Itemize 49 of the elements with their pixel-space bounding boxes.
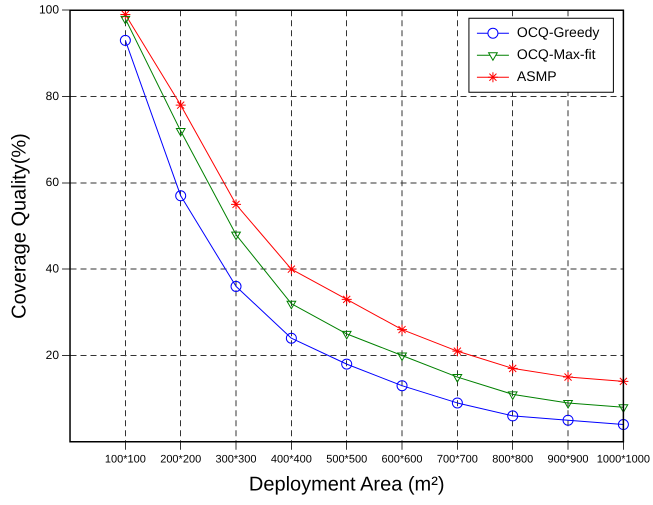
x-tick-label: 700*700 bbox=[436, 453, 478, 466]
x-tick-label: 200*200 bbox=[160, 453, 202, 466]
point bbox=[120, 16, 130, 24]
x-axis-title: Deployment Area (m²) bbox=[248, 474, 445, 496]
y-axis-title: Coverage Quality(%) bbox=[8, 133, 31, 319]
x-tick-label: 600*600 bbox=[382, 453, 423, 466]
point bbox=[452, 397, 463, 408]
y-tick-label: 40 bbox=[46, 261, 60, 276]
y-tick-label: 100 bbox=[38, 2, 60, 17]
point bbox=[286, 332, 297, 344]
y-tick-label: 20 bbox=[46, 348, 60, 362]
point bbox=[120, 34, 131, 46]
x-tick-label: 500*500 bbox=[326, 453, 368, 466]
point bbox=[563, 400, 573, 408]
point bbox=[286, 300, 296, 310]
x-tick-label: 300*300 bbox=[216, 453, 257, 466]
x-tick-label: 800*800 bbox=[492, 453, 534, 466]
x-tick-label: 900*900 bbox=[548, 453, 589, 466]
point bbox=[176, 128, 186, 137]
point bbox=[507, 410, 518, 422]
point bbox=[452, 346, 463, 357]
point bbox=[618, 419, 629, 430]
point bbox=[230, 198, 242, 210]
y-tick-label: 60 bbox=[46, 175, 60, 190]
point bbox=[508, 391, 518, 400]
point bbox=[618, 404, 628, 413]
point bbox=[342, 330, 352, 340]
point bbox=[286, 264, 297, 275]
x-tick-label: 400*400 bbox=[270, 453, 312, 466]
legend-label: OCQ-Max-fit bbox=[516, 46, 596, 62]
legend-label: ASMP bbox=[516, 68, 557, 84]
point bbox=[341, 294, 352, 305]
point bbox=[618, 376, 629, 387]
point bbox=[397, 352, 407, 361]
point bbox=[175, 190, 186, 202]
y-tick-label: 80 bbox=[46, 88, 60, 103]
x-tick-label: 1000*1000 bbox=[596, 453, 650, 466]
point bbox=[341, 358, 352, 370]
x-tick-label: 100*100 bbox=[104, 453, 146, 466]
point bbox=[396, 380, 408, 392]
point bbox=[562, 372, 574, 383]
point bbox=[452, 374, 462, 383]
point bbox=[396, 324, 408, 336]
point bbox=[230, 280, 242, 292]
point bbox=[231, 232, 241, 240]
point bbox=[562, 414, 574, 426]
point bbox=[507, 362, 518, 374]
point bbox=[175, 100, 186, 111]
legend-label: OCQ-Greedy bbox=[516, 24, 600, 40]
